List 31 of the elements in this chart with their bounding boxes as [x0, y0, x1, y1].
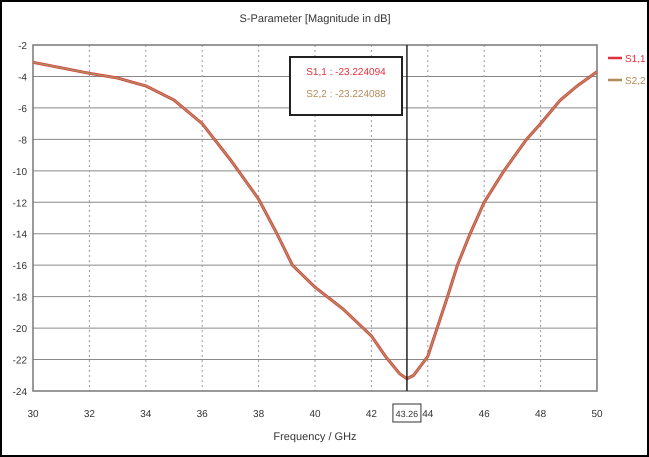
y-tick-label: -6	[18, 104, 28, 115]
ref-line-label: 43.26	[396, 409, 418, 419]
x-tick-label: 40	[309, 409, 321, 420]
x-tick-label: 32	[84, 409, 96, 420]
x-tick-label: 50	[591, 409, 603, 420]
x-tick-label: 46	[478, 409, 490, 420]
annotation: S2,2 : -23.224088	[306, 89, 386, 100]
y-tick-label: -24	[12, 387, 28, 398]
x-tick-label: 44	[422, 409, 434, 420]
y-tick-label: -22	[12, 356, 28, 367]
y-tick-label: -12	[12, 198, 28, 210]
x-axis-title: Frequency / GHz	[273, 431, 357, 443]
chart-title: S-Parameter [Magnitude in dB]	[239, 13, 391, 25]
readout-box: S1,1 : -23.224094 S2,2 : -23.224088	[289, 56, 403, 116]
x-tick-label: 42	[366, 409, 378, 420]
x-tick-label: 30	[27, 409, 39, 420]
legend-label: S2,2	[625, 76, 646, 87]
x-tick-label: 38	[253, 409, 265, 420]
y-tick-label: -4	[18, 72, 28, 84]
x-tick-label: 36	[196, 409, 208, 420]
y-tick-label: -20	[12, 324, 28, 336]
y-tick-label: -2	[18, 41, 28, 52]
annotation: S1,1 : -23.224094	[306, 67, 386, 78]
y-tick-label: -8	[18, 135, 28, 146]
y-tick-label: -16	[12, 261, 28, 272]
x-tick-label: 48	[535, 409, 547, 420]
y-tick-label: -14	[12, 230, 28, 241]
x-tick-label: 34	[140, 409, 152, 420]
y-tick-label: -18	[12, 292, 28, 304]
y-tick-label: -10	[12, 166, 28, 178]
legend-label: S1,1	[625, 54, 646, 65]
